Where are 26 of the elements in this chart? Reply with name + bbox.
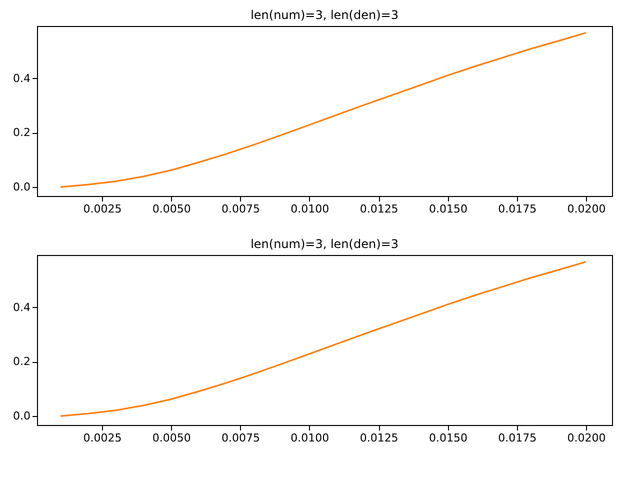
x-tick-label: 0.0075 (222, 432, 260, 444)
y-tick-label: 0.4 (13, 300, 30, 314)
x-tick-label: 0.0175 (498, 202, 537, 216)
line-series (60, 32, 587, 188)
line-series (60, 260, 587, 417)
x-tick-label: 0.0050 (152, 432, 191, 444)
y-tick-label: 0.2 (13, 355, 30, 368)
y-tick-label: 0.0 (13, 180, 30, 194)
y-tick-label: 0.0 (13, 410, 30, 423)
x-tick-label: 0.0125 (360, 432, 398, 444)
x-tick-label: 0.0075 (222, 202, 260, 216)
x-tick-label: 0.0175 (498, 432, 537, 444)
x-tick-label: 0.0150 (428, 432, 468, 444)
chart-title: len(num)=3, len(den)=3 (250, 237, 398, 251)
x-tick-label: 0.0025 (83, 432, 122, 444)
x-tick-label: 0.0025 (83, 202, 122, 216)
x-tick-label: 0.0150 (428, 202, 468, 216)
x-tick-label: 0.0100 (290, 202, 330, 216)
x-tick-label: 0.0100 (290, 432, 330, 444)
x-tick-label: 0.0200 (567, 202, 606, 216)
chart-title: len(num)=3, len(den)=3 (250, 8, 398, 22)
y-tick-label: 0.2 (13, 126, 30, 140)
x-tick-label: 0.0050 (152, 202, 191, 216)
y-tick-label: 0.4 (13, 72, 30, 85)
x-tick-label: 0.0125 (360, 202, 398, 216)
x-tick-label: 0.0200 (567, 432, 606, 444)
